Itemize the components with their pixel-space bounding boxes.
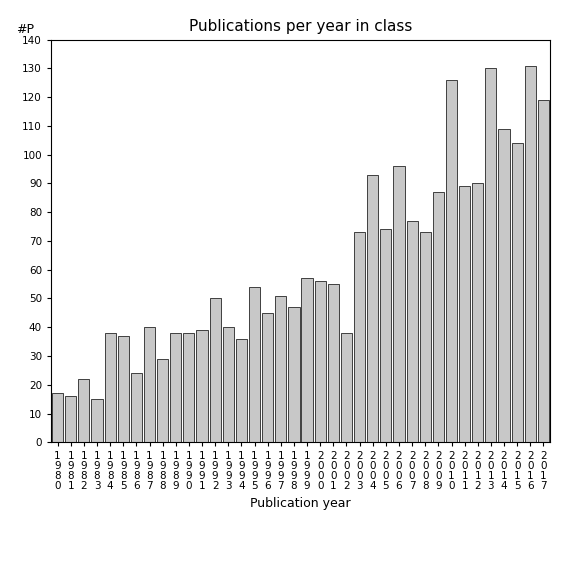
Bar (118, 336, 129, 442)
Bar (249, 287, 260, 442)
Bar (459, 187, 470, 442)
Bar (170, 333, 181, 442)
Bar (511, 143, 523, 442)
Bar (196, 330, 208, 442)
Bar (328, 284, 339, 442)
Bar (380, 230, 391, 442)
Bar (144, 327, 155, 442)
Bar (367, 175, 378, 442)
Bar (524, 66, 536, 442)
Title: Publications per year in class: Publications per year in class (189, 19, 412, 35)
Bar (302, 278, 312, 442)
Bar (262, 313, 273, 442)
X-axis label: Publication year: Publication year (250, 497, 351, 510)
Bar (78, 379, 90, 442)
Bar (183, 333, 194, 442)
Bar (131, 373, 142, 442)
Bar (498, 129, 510, 442)
Bar (341, 333, 352, 442)
Bar (354, 232, 365, 442)
Bar (91, 399, 103, 442)
Bar (52, 393, 63, 442)
Bar (157, 359, 168, 442)
Bar (236, 338, 247, 442)
Bar (210, 298, 221, 442)
Bar (407, 221, 418, 442)
Bar (446, 80, 457, 442)
Bar (275, 295, 286, 442)
Bar (393, 166, 405, 442)
Bar (538, 100, 549, 442)
Bar (315, 281, 326, 442)
Text: #P: #P (16, 23, 34, 36)
Bar (289, 307, 299, 442)
Bar (104, 333, 116, 442)
Bar (420, 232, 431, 442)
Bar (472, 184, 483, 442)
Bar (433, 192, 444, 442)
Bar (485, 69, 497, 442)
Bar (223, 327, 234, 442)
Bar (65, 396, 77, 442)
